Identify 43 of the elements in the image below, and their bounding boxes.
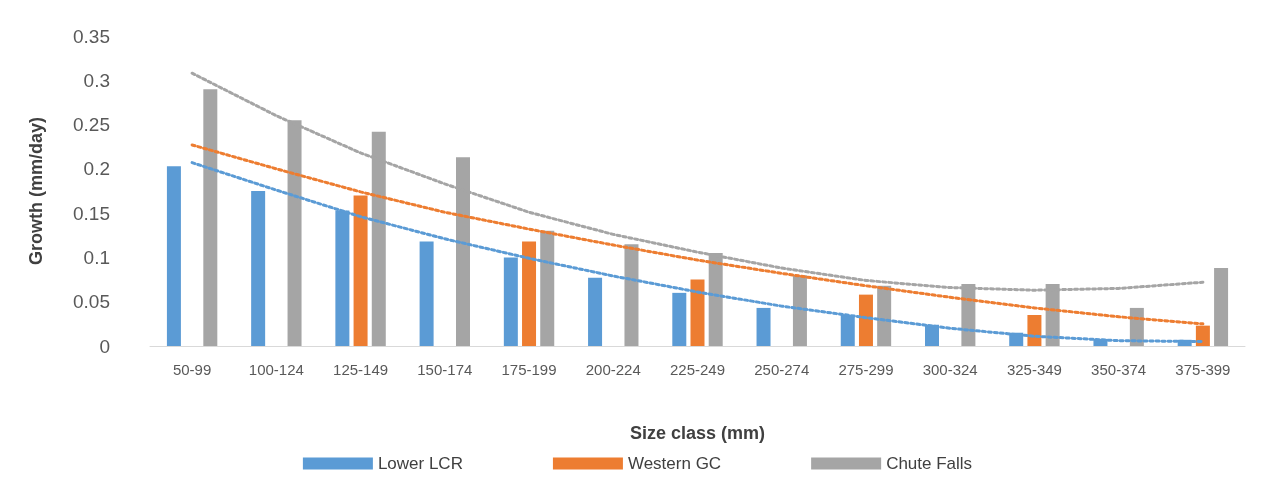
y-tick-label: 0.05 [73, 291, 110, 313]
bar [756, 307, 771, 346]
bar [251, 191, 266, 346]
bar [792, 275, 807, 346]
x-tick-label: 225-249 [669, 361, 726, 378]
y-tick-label: 0.25 [73, 114, 110, 136]
x-tick-label: 300-324 [922, 361, 978, 378]
x-tick-label: 100-124 [248, 361, 304, 378]
x-tick-label: 375-399 [1175, 361, 1231, 378]
bar [588, 277, 603, 346]
x-tick-label: 175-199 [501, 361, 557, 378]
bar [522, 241, 537, 346]
bar [1214, 268, 1229, 346]
bar [419, 241, 434, 346]
legend-label: Western GC [627, 454, 722, 473]
x-tick-label: 275-299 [838, 361, 894, 378]
x-axis-title: Size class (mm) [629, 423, 766, 443]
y-axis-title: Growth (mm/day) [26, 116, 46, 266]
line-series [190, 161, 1205, 344]
bar [672, 292, 687, 346]
y-tick-label: 0 [99, 335, 110, 357]
bar [877, 285, 892, 346]
x-tick-label: 150-174 [417, 361, 473, 378]
bar [690, 279, 705, 346]
y-tick-label: 0.2 [83, 158, 110, 180]
legend-label: Chute Falls [886, 454, 973, 473]
bar [203, 89, 218, 346]
bar [858, 294, 873, 346]
x-tick-label: 125-149 [333, 361, 389, 378]
bar [1027, 315, 1042, 346]
x-tick-label: 325-349 [1006, 361, 1062, 378]
x-tick-label: 350-374 [1091, 361, 1147, 378]
x-tick-label: 50-99 [172, 361, 212, 378]
y-tick-label: 0.35 [73, 25, 110, 47]
y-tick-label: 0.15 [73, 202, 110, 224]
y-tick-label: 0.3 [83, 69, 110, 91]
legend-label: Lower LCR [377, 454, 463, 473]
x-tick-label: 250-274 [754, 361, 810, 378]
bar [624, 244, 639, 346]
y-tick-label: 0.1 [83, 246, 110, 268]
bar [166, 166, 181, 346]
x-tick-label: 200-224 [585, 361, 641, 378]
bar [540, 230, 555, 346]
